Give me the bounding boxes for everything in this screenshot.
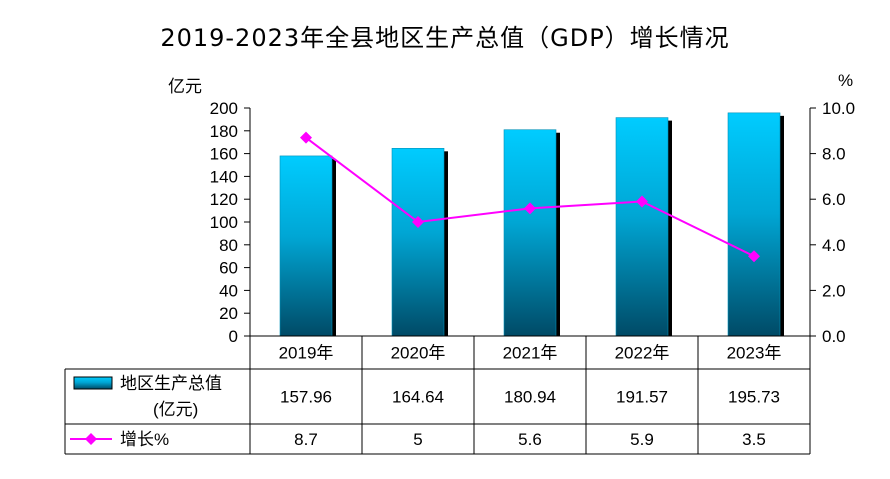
left-tick-label: 180 [210,122,238,141]
legend-line-marker [85,433,97,445]
legend-bar-label: 地区生产总值 [120,374,222,393]
gdp-value-label: 180.94 [504,388,556,407]
category-label: 2023年 [727,344,782,363]
growth-point [524,202,536,215]
growth-point [636,195,648,208]
right-tick-label: 8.0 [822,145,846,164]
left-tick-label: 140 [210,167,238,186]
growth-point [412,216,424,228]
right-tick-label: 10.0 [822,99,855,118]
right-tick-label: 0.0 [822,327,846,346]
left-axis-unit: 亿元 [168,77,202,96]
gdp-bar [279,155,333,337]
left-tick-label: 100 [210,213,238,232]
gdp-bar [615,117,669,337]
right-axis-unit: % [838,71,853,90]
left-tick-label: 80 [219,236,238,255]
right-tick-label: 2.0 [822,281,846,300]
growth-point [300,131,312,144]
gdp-value-label: 157.96 [280,388,332,407]
category-label: 2022年 [615,344,670,363]
growth-value-label: 8.7 [294,430,318,449]
right-tick-label: 4.0 [822,236,846,255]
growth-value-label: 5.6 [518,430,542,449]
left-tick-label: 60 [219,259,238,278]
left-tick-label: 200 [210,99,238,118]
left-tick-label: 120 [210,190,238,209]
category-label: 2019年 [279,344,334,363]
growth-value-label: 5 [413,430,422,449]
left-tick-label: 0 [229,327,238,346]
growth-value-label: 3.5 [742,430,766,449]
growth-value-label: 5.9 [630,430,654,449]
gdp-bar [391,148,445,337]
left-tick-label: 160 [210,145,238,164]
legend-bar-key [73,376,113,390]
gdp-value-label: 195.73 [728,388,780,407]
gdp-bar [727,112,781,337]
gdp-value-label: 191.57 [616,388,668,407]
category-label: 2021年 [503,344,558,363]
gdp-value-label: 164.64 [392,388,444,407]
left-tick-label: 20 [219,304,238,323]
growth-point [748,250,760,263]
left-tick-label: 40 [219,281,238,300]
category-label: 2020年 [391,344,446,363]
right-tick-label: 6.0 [822,190,846,209]
chart-title: 2019-2023年全县地区生产总值（GDP）增长情况 [160,24,730,52]
legend-bar-unit: (亿元) [153,400,198,419]
legend-line-label: 增长% [120,430,169,449]
gdp-bar [503,129,557,337]
